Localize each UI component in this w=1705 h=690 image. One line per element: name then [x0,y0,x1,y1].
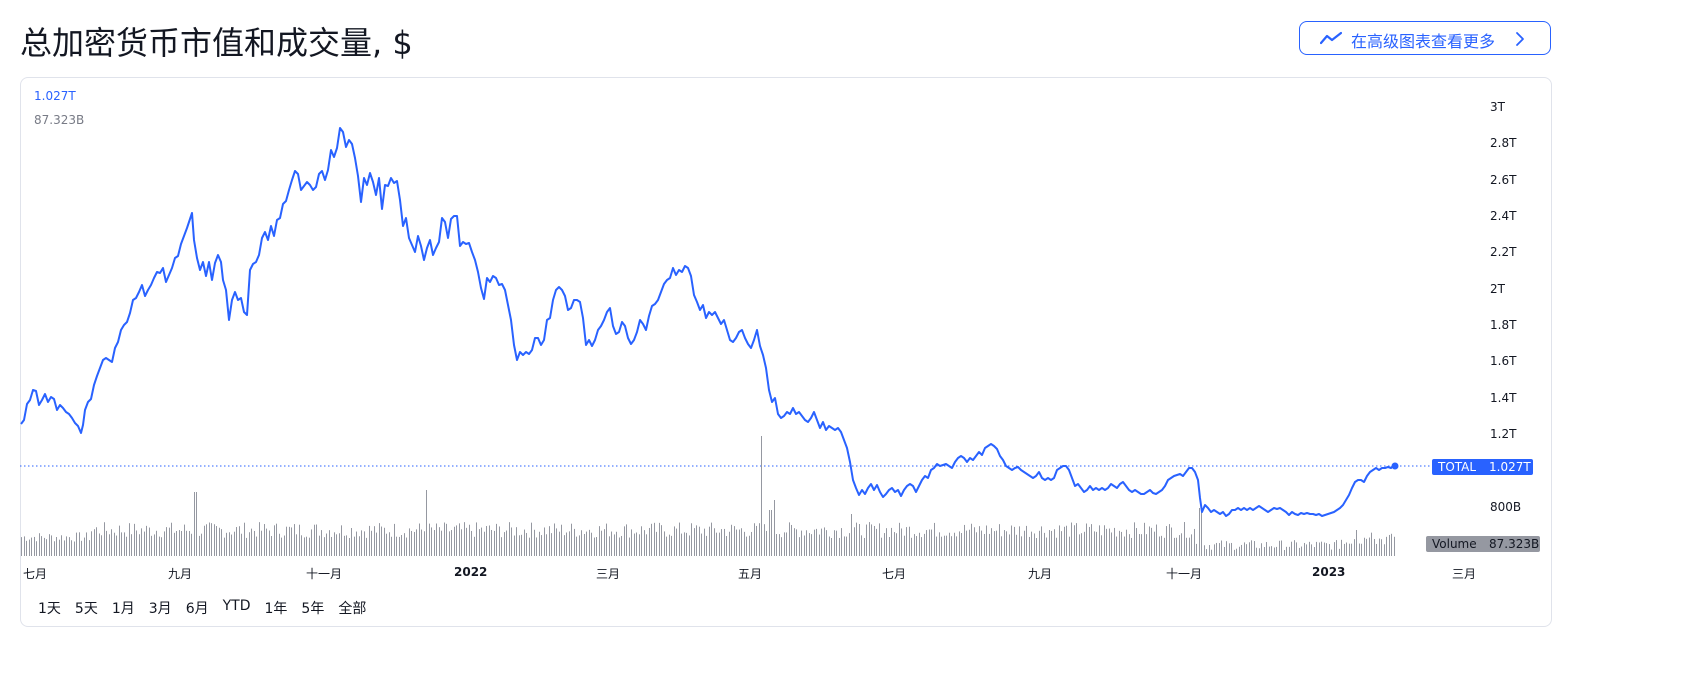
y-tick: 2.4T [1490,209,1517,223]
total-price-badge: TOTAL 1.027T [1432,459,1533,475]
total-badge-key: TOTAL [1438,460,1477,474]
x-tick: 五月 [738,567,763,581]
last-value-dot [1391,462,1399,470]
range-3m[interactable]: 3月 [148,601,172,617]
y-tick: 1.6T [1490,354,1517,368]
volume-badge-value: 87.323B [1489,537,1540,551]
advanced-chart-label: 在高级图表查看更多 [1351,32,1496,51]
y-tick: 1.2T [1490,427,1517,441]
range-1m[interactable]: 1月 [111,601,135,617]
range-5y[interactable]: 5年 [301,601,325,617]
x-tick: 2022 [454,565,488,579]
x-tick: 三月 [596,567,621,581]
x-tick: 七月 [882,567,907,581]
y-tick: 2T [1490,282,1505,296]
advanced-chart-button[interactable]: 在高级图表查看更多 [1299,21,1551,55]
x-tick: 九月 [168,567,193,581]
range-1d[interactable]: 1天 [38,601,61,617]
y-tick: 2.2T [1490,245,1517,259]
y-tick: 800B [1490,500,1522,514]
time-range-selector: 1天 5天 1月 3月 6月 YTD 1年 5年 全部 [38,598,380,618]
y-tick: 1.4T [1490,391,1517,405]
x-tick: 十一月 [1166,567,1203,581]
x-tick: 七月 [23,567,48,581]
legend-volume: 87.323B [34,113,85,127]
y-tick: 3T [1490,100,1505,114]
y-tick: 2.6T [1490,173,1517,187]
range-all[interactable]: 全部 [338,601,367,617]
page-title: 总加密货币市值和成交量, $ [20,24,413,62]
x-tick: 三月 [1452,567,1477,581]
range-1y[interactable]: 1年 [264,601,288,617]
trend-line-icon [1320,31,1342,45]
x-tick: 九月 [1028,567,1053,581]
range-ytd[interactable]: YTD [222,598,251,614]
volume-bars [21,436,1395,556]
total-badge-value: 1.027T [1489,460,1531,474]
chevron-right-icon [1516,32,1524,46]
x-tick: 2023 [1312,565,1346,579]
volume-badge: Volume 87.323B [1426,536,1540,552]
y-tick: 1.8T [1490,318,1517,332]
x-tick: 十一月 [306,567,343,581]
volume-badge-key: Volume [1432,537,1477,551]
market-cap-line [20,127,1395,517]
legend-value: 1.027T [34,89,76,103]
range-6m[interactable]: 6月 [185,601,209,617]
y-tick: 2.8T [1490,136,1517,150]
range-5d[interactable]: 5天 [74,601,98,617]
